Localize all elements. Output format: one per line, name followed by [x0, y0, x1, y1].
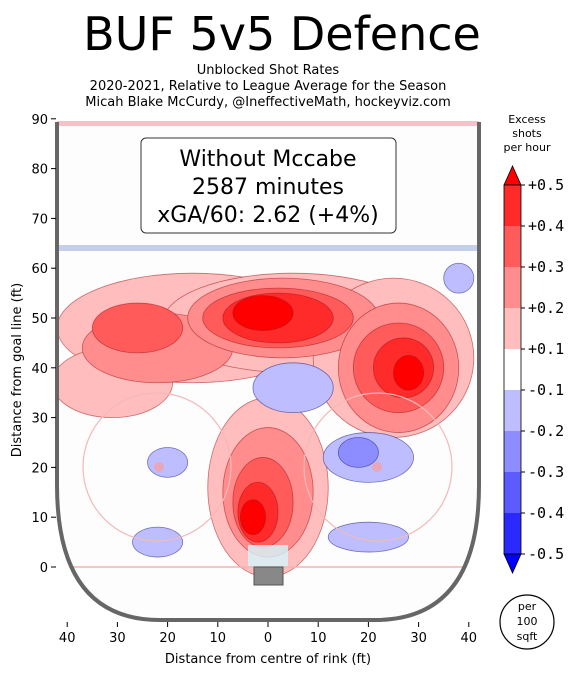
colorbar-band: [504, 390, 521, 431]
colorbar-label: -0.5: [528, 545, 564, 563]
subtitle-line-2: 2020-2021, Relative to League Average fo…: [90, 79, 447, 94]
faceoff-circle-left: [82, 392, 232, 542]
colorbar-title-1: Excess: [508, 113, 546, 126]
x-axis-label: Distance from centre of rink (ft): [165, 652, 371, 667]
x-tick-label: 20: [159, 631, 176, 646]
colorbar-frame: [503, 184, 522, 555]
colorbar-label: -0.4: [528, 504, 564, 522]
unit-badge: [499, 594, 555, 650]
colorbar-bottom-arrow: [503, 553, 522, 574]
rink-boards: [55, 122, 481, 622]
deficit-contour-25: [337, 437, 379, 468]
x-tick-label: 40: [59, 631, 76, 646]
deficit-contour-19: [252, 362, 334, 414]
info-box-line-3: xGA/60: 2.62 (+4%): [157, 203, 378, 228]
colorbar-title-3: per hour: [504, 141, 551, 154]
colorbar-label: -0.1: [528, 381, 564, 399]
x-tick-label: 40: [461, 631, 478, 646]
faceoff-dot-left: [154, 462, 164, 472]
y-tick-label: 70: [31, 212, 48, 227]
heat-contours: [57, 262, 475, 578]
colorbar: +0.5 +0.4 +0.3 +0.2 +0.1 -0.1 -0.2 -0.3 -0.4 -0.5: [503, 165, 564, 574]
y-axis: 90 80 70 60 50 40 30 20 10 0: [31, 113, 56, 576]
colorbar-band: [504, 185, 521, 226]
colorbar-band: [504, 513, 521, 554]
unit-badge-line-2: 100: [517, 615, 538, 628]
subtitle-line-3: Micah Blake McCurdy, @IneffectiveMath, h…: [85, 95, 451, 110]
excess-contour-16: [232, 295, 294, 331]
faceoff-circle-right: [303, 392, 453, 542]
deficit-contour-21: [147, 447, 189, 478]
deficit-contour-22: [132, 526, 184, 558]
unit-badge-line-3: sqft: [517, 630, 538, 643]
deficit-contour-23: [327, 521, 409, 553]
colorbar-band: [504, 308, 521, 349]
info-box: [140, 137, 397, 234]
excess-contour-9: [91, 302, 184, 354]
colorbar-band: [504, 267, 521, 308]
y-tick-label: 10: [31, 511, 48, 526]
crease: [248, 545, 288, 567]
colorbar-band: [504, 349, 521, 390]
y-tick-label: 40: [31, 362, 48, 377]
unit-badge-line-1: per: [518, 600, 537, 613]
faceoff-dot-right: [372, 462, 382, 472]
colorbar-band: [504, 472, 521, 513]
chart-title: BUF 5v5 Defence: [83, 7, 481, 61]
deficit-contour-24: [443, 262, 475, 294]
subtitle-line-1: Unblocked Shot Rates: [197, 63, 340, 78]
info-box-line-1: Without Mccabe: [179, 147, 356, 172]
colorbar-label: +0.4: [528, 217, 564, 235]
y-tick-label: 50: [31, 312, 48, 327]
colorbar-label: +0.5: [528, 176, 564, 194]
x-tick-label: 30: [410, 631, 427, 646]
x-tick-label: 30: [109, 631, 126, 646]
colorbar-label: +0.1: [528, 340, 564, 358]
x-axis: 40 30 20 10 0 10 20 30 40: [59, 622, 477, 646]
y-tick-label: 90: [31, 113, 48, 128]
y-tick-label: 20: [31, 461, 48, 476]
colorbar-top-arrow: [503, 165, 522, 186]
y-axis-label: Distance from goal line (ft): [10, 283, 25, 457]
colorbar-label: +0.3: [528, 258, 564, 276]
colorbar-band: [504, 431, 521, 472]
colorbar-label: -0.3: [528, 463, 564, 481]
x-tick-label: 0: [264, 631, 272, 646]
x-tick-label: 20: [360, 631, 377, 646]
info-box-line-2: 2587 minutes: [192, 175, 344, 200]
excess-contour-18: [239, 499, 266, 536]
y-tick-label: 0: [40, 561, 48, 576]
colorbar-label: -0.2: [528, 422, 564, 440]
x-tick-label: 10: [210, 631, 227, 646]
center-ice-red-line: [57, 121, 479, 126]
y-tick-label: 60: [31, 262, 48, 277]
y-tick-label: 30: [31, 412, 48, 427]
excess-contour-17: [393, 354, 425, 391]
x-tick-label: 10: [310, 631, 327, 646]
y-tick-label: 80: [31, 163, 48, 178]
colorbar-band: [504, 226, 521, 267]
goal-net: [253, 566, 284, 586]
colorbar-title-2: shots: [512, 127, 542, 140]
blue-line: [57, 245, 479, 251]
colorbar-label: +0.2: [528, 299, 564, 317]
